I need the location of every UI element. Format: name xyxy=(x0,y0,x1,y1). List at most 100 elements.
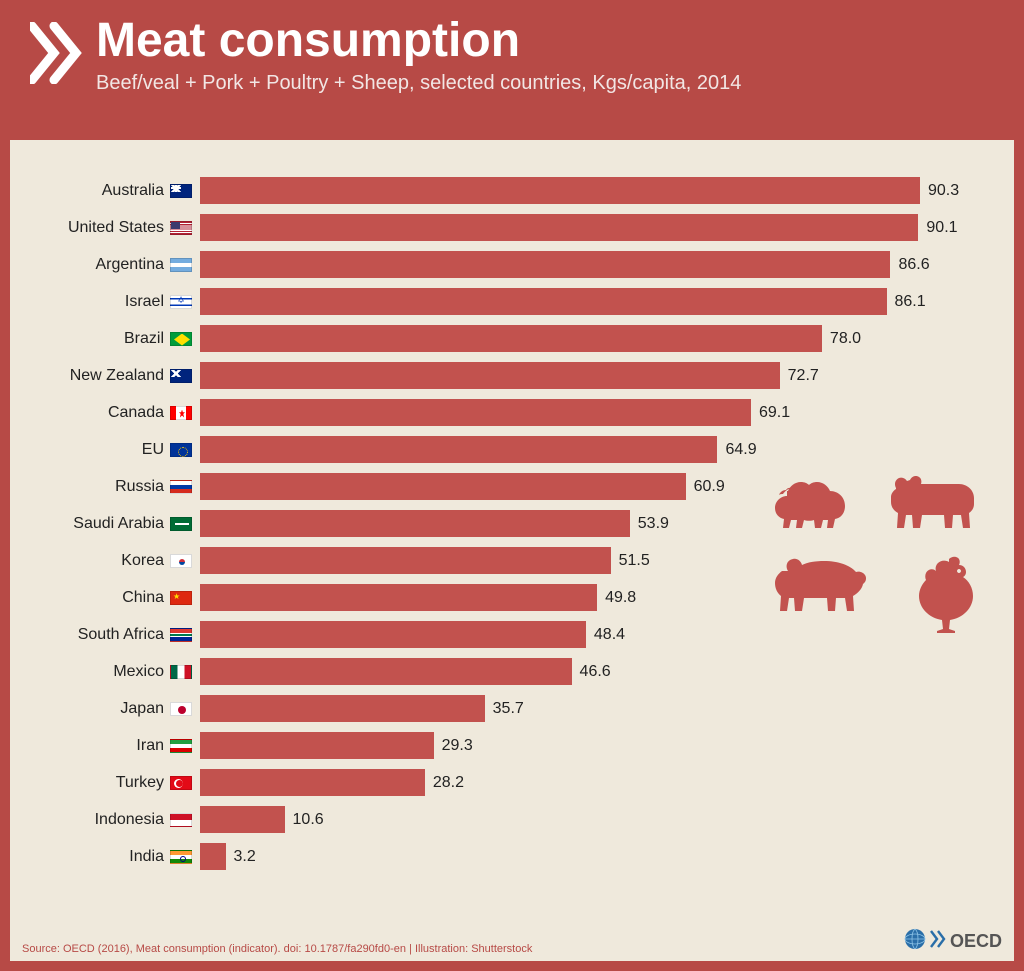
chevrons-small-icon xyxy=(930,929,946,954)
footer: Source: OECD (2016), Meat consumption (i… xyxy=(22,928,1002,955)
bar-value: 64.9 xyxy=(725,441,756,459)
label-col: Iran xyxy=(40,737,200,755)
label-col: New Zealand xyxy=(40,367,200,385)
flag-icon xyxy=(170,776,192,790)
bar-value: 90.1 xyxy=(926,219,957,237)
chart-row: Canada69.1 xyxy=(40,394,984,431)
label-col: Saudi Arabia xyxy=(40,515,200,533)
chart-row: Iran 29.3 xyxy=(40,727,984,764)
flag-icon xyxy=(170,591,192,605)
source-text: Source: OECD (2016), Meat consumption (i… xyxy=(22,943,532,955)
country-label: India xyxy=(129,848,164,866)
bar xyxy=(200,658,572,685)
bar-col: 28.2 xyxy=(200,769,984,796)
label-col: Russia xyxy=(40,478,200,496)
bar-col: 78.0 xyxy=(200,325,984,352)
oecd-brand-text: OECD xyxy=(950,931,1002,952)
flag-icon xyxy=(170,739,192,753)
cow-icon xyxy=(884,470,984,537)
page-title: Meat consumption xyxy=(96,16,994,66)
bar-value: 49.8 xyxy=(605,589,636,607)
chart-row: United States 90.1 xyxy=(40,209,984,246)
country-label: Japan xyxy=(120,700,164,718)
label-col: Brazil xyxy=(40,330,200,348)
bar xyxy=(200,251,890,278)
globe-icon xyxy=(904,928,926,955)
bar-col: 72.7 xyxy=(200,362,984,389)
bar-value: 3.2 xyxy=(234,848,256,866)
country-label: Canada xyxy=(108,404,164,422)
chart-row: EU64.9 xyxy=(40,431,984,468)
bar-col: 46.6 xyxy=(200,658,984,685)
country-label: Argentina xyxy=(96,256,165,274)
chart-row: Turkey 28.2 xyxy=(40,764,984,801)
animal-silhouettes xyxy=(756,470,996,656)
label-col: India xyxy=(40,848,200,866)
country-label: United States xyxy=(68,219,164,237)
bar-value: 90.3 xyxy=(928,182,959,200)
country-label: Indonesia xyxy=(95,811,164,829)
bar-col: 86.6 xyxy=(200,251,984,278)
bar-value: 29.3 xyxy=(442,737,473,755)
flag-icon xyxy=(170,369,192,383)
chart-row: India 3.2 xyxy=(40,838,984,875)
flag-icon xyxy=(170,221,192,235)
bar-col: 35.7 xyxy=(200,695,984,722)
bar-col: 10.6 xyxy=(200,806,984,833)
bar-col: 90.3 xyxy=(200,177,984,204)
flag-icon xyxy=(170,628,192,642)
bar xyxy=(200,177,920,204)
page-subtitle: Beef/veal + Pork + Poultry + Sheep, sele… xyxy=(96,72,994,95)
bar xyxy=(200,473,686,500)
bar xyxy=(200,510,630,537)
pig-icon xyxy=(774,555,872,638)
chart-row: New Zealand 72.7 xyxy=(40,357,984,394)
oecd-logo: OECD xyxy=(904,928,1002,955)
label-col: Australia xyxy=(40,182,200,200)
flag-icon xyxy=(170,665,192,679)
bar-value: 86.1 xyxy=(895,293,926,311)
country-label: China xyxy=(122,589,164,607)
label-col: Mexico xyxy=(40,663,200,681)
bar xyxy=(200,547,611,574)
flag-icon xyxy=(170,554,192,568)
country-label: Russia xyxy=(115,478,164,496)
bar xyxy=(200,843,226,870)
label-col: Indonesia xyxy=(40,811,200,829)
oecd-chevrons-icon xyxy=(30,22,82,89)
flag-icon xyxy=(170,517,192,531)
label-col: Turkey xyxy=(40,774,200,792)
chart-row: Australia 90.3 xyxy=(40,172,984,209)
bar-col: 29.3 xyxy=(200,732,984,759)
sheep-icon xyxy=(769,470,859,537)
flag-icon xyxy=(170,332,192,346)
bar xyxy=(200,769,425,796)
chart-row: Brazil78.0 xyxy=(40,320,984,357)
flag-icon xyxy=(170,850,192,864)
bar-value: 53.9 xyxy=(638,515,669,533)
bar-value: 86.6 xyxy=(898,256,929,274)
bar xyxy=(200,695,485,722)
bar-col: 64.9 xyxy=(200,436,984,463)
label-col: China xyxy=(40,589,200,607)
bar-value: 51.5 xyxy=(619,552,650,570)
chart-row: Israel 86.1 xyxy=(40,283,984,320)
header: Meat consumption Beef/veal + Pork + Poul… xyxy=(0,0,1024,105)
label-col: Argentina xyxy=(40,256,200,274)
label-col: South Africa xyxy=(40,626,200,644)
bar-value: 28.2 xyxy=(433,774,464,792)
label-col: Israel xyxy=(40,293,200,311)
chart-row: Argentina 86.6 xyxy=(40,246,984,283)
country-label: Turkey xyxy=(116,774,164,792)
bar-value: 46.6 xyxy=(580,663,611,681)
flag-icon xyxy=(170,184,192,198)
country-label: New Zealand xyxy=(70,367,164,385)
bar-col: 3.2 xyxy=(200,843,984,870)
flag-icon xyxy=(170,258,192,272)
country-label: Israel xyxy=(125,293,164,311)
bar xyxy=(200,732,434,759)
bar-col: 90.1 xyxy=(200,214,984,241)
bar xyxy=(200,325,822,352)
bar xyxy=(200,399,751,426)
bar xyxy=(200,621,586,648)
